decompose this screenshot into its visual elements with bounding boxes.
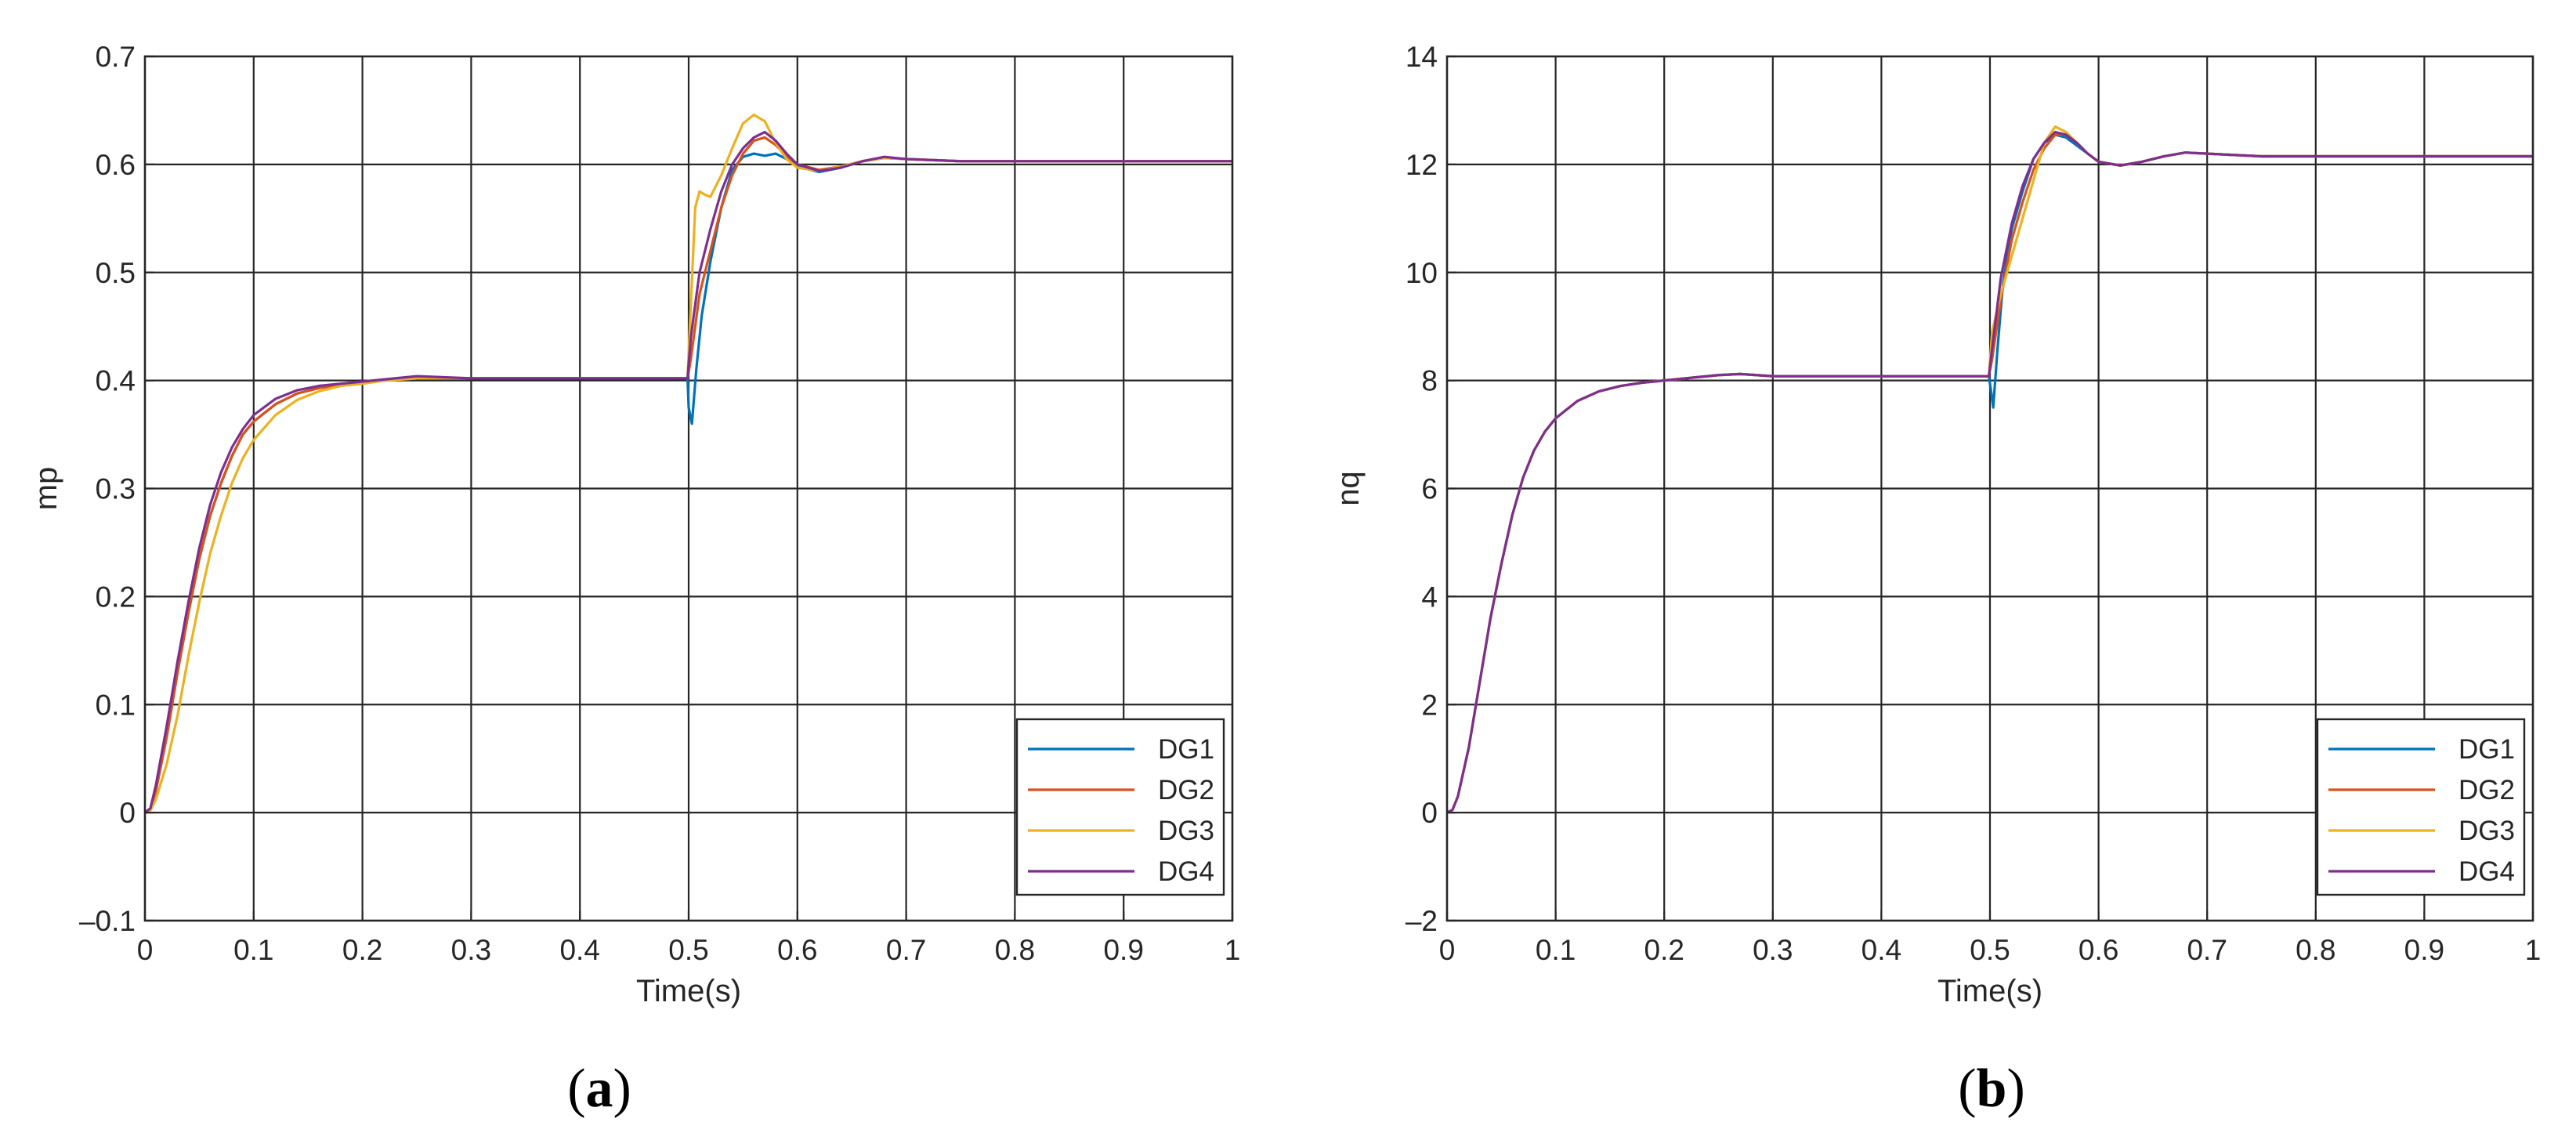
y-axis-label: mp <box>29 467 63 511</box>
x-tick-label: 0.1 <box>233 934 273 966</box>
y-tick-label: 6 <box>1421 473 1438 505</box>
x-tick-label: 0.2 <box>1644 934 1684 966</box>
x-tick-label: 1 <box>1225 934 1241 966</box>
legend-label-dg1: DG1 <box>2458 734 2515 765</box>
x-tick-label: 0.8 <box>995 934 1035 966</box>
chart-panel-b: 0 0.1 0.2 0.3 0.4 0.5 0.6 0.7 0.8 0.9 1–2024681012… <box>1331 41 2541 1119</box>
x-tick-label: 0.9 <box>1103 934 1143 966</box>
x-tick-label: 0.5 <box>1970 934 2010 966</box>
legend: DG1 DG2 DG3 DG4 <box>2316 718 2526 896</box>
x-tick-label: 0.9 <box>2404 934 2444 966</box>
y-tick-label: 0.6 <box>96 149 136 181</box>
x-tick-label: 0.3 <box>1753 934 1793 966</box>
y-tick-label: 4 <box>1421 581 1438 613</box>
x-tick-label: 0.7 <box>886 934 926 966</box>
y-tick-label: 0.7 <box>96 41 136 73</box>
x-axis-label: Time(s) <box>636 974 741 1008</box>
x-tick-label: 0.3 <box>451 934 491 966</box>
x-tick-label: 0.5 <box>668 934 708 966</box>
x-tick-label: 0.4 <box>1861 934 1901 966</box>
legend-label-dg4: DG4 <box>1158 856 1214 887</box>
x-tick-label: 0.1 <box>1536 934 1576 966</box>
legend-label-dg2: DG2 <box>1158 775 1214 805</box>
y-tick-label: 0 <box>1421 797 1438 829</box>
x-tick-label: 0.2 <box>342 934 382 966</box>
legend-label-dg3: DG3 <box>1158 816 1214 846</box>
series-group <box>145 113 1232 814</box>
series-group <box>1447 125 2533 814</box>
y-tick-label: –2 <box>1406 905 1438 937</box>
legend-label-dg3: DG3 <box>2458 816 2515 846</box>
legend-label-dg2: DG2 <box>2458 775 2515 805</box>
legend-label-dg4: DG4 <box>2458 856 2515 887</box>
x-tick-label: 0.7 <box>2187 934 2227 966</box>
y-axis-label: nq <box>1331 471 1366 506</box>
x-tick-label: 0.6 <box>777 934 817 966</box>
panel-label: (b) <box>1958 1059 2025 1119</box>
panel-label: (a) <box>567 1059 631 1119</box>
x-tick-label: 0.4 <box>559 934 599 966</box>
y-tick-label: 0.1 <box>96 689 136 721</box>
panel-letter: b <box>1977 1059 2007 1119</box>
y-tick-label: 2 <box>1421 689 1438 721</box>
y-tick-label: 8 <box>1421 365 1438 397</box>
x-axis-label: Time(s) <box>1937 974 2042 1008</box>
y-tick-label: 0.2 <box>96 581 136 613</box>
y-tick-label: 14 <box>1406 41 1438 73</box>
y-tick-label: 12 <box>1406 149 1438 181</box>
series-line-dg4 <box>145 130 1232 814</box>
y-tick-label: 0.4 <box>96 365 136 397</box>
x-tick-label: 0 <box>1439 934 1456 966</box>
y-tick-label: 0.3 <box>96 473 136 505</box>
y-tick-label: 0.5 <box>96 257 136 289</box>
y-tick-label: 0 <box>119 797 136 829</box>
y-tick-label: –0.1 <box>79 905 136 937</box>
legend-label-dg1: DG1 <box>1158 734 1214 765</box>
x-tick-label: 0 <box>137 934 154 966</box>
legend: DG1 DG2 DG3 DG4 <box>1015 718 1225 896</box>
x-tick-label: 0.6 <box>2079 934 2118 966</box>
y-tick-label: 10 <box>1406 257 1438 289</box>
x-tick-label: 1 <box>2525 934 2542 966</box>
x-tick-label: 0.8 <box>2296 934 2335 966</box>
series-line-dg4 <box>1447 130 2533 814</box>
panel-letter: a <box>586 1059 613 1119</box>
chart-panel-a: 0 0.1 0.2 0.3 0.4 0.5 0.6 0.7 0.8 0.9 1–0.100.10.2… <box>29 41 1240 1119</box>
